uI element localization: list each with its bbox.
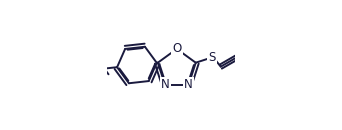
- Text: N: N: [161, 79, 169, 92]
- Text: S: S: [208, 51, 215, 64]
- Text: O: O: [172, 42, 181, 55]
- Text: N: N: [184, 79, 193, 92]
